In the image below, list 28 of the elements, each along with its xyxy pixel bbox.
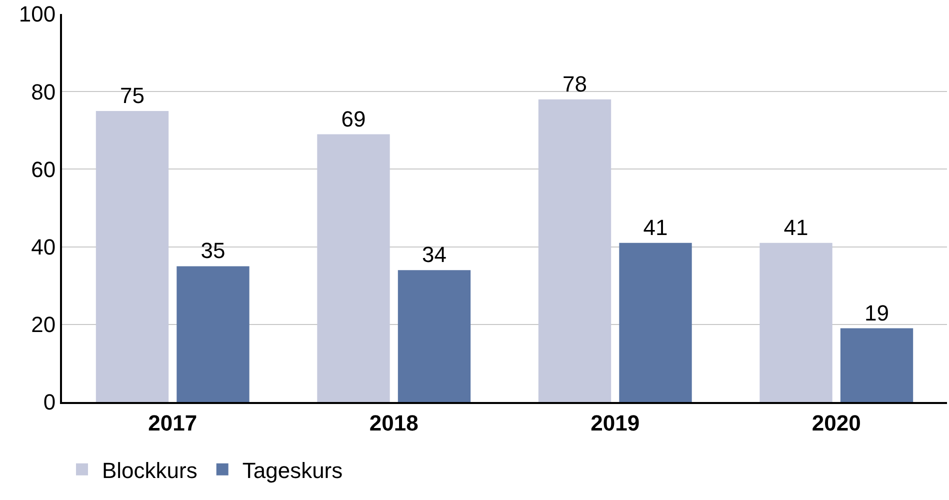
- x-tick-label: 2020: [812, 410, 861, 436]
- y-tick-label: 40: [31, 234, 56, 260]
- data-label: 19: [864, 300, 889, 326]
- data-label: 69: [341, 106, 366, 132]
- data-label: 41: [643, 214, 668, 240]
- bar: [317, 134, 390, 402]
- bar: [96, 111, 169, 402]
- x-tick-label: 2018: [369, 410, 418, 436]
- y-tick-label: 0: [43, 390, 56, 415]
- data-label: 75: [120, 83, 144, 108]
- y-tick-label: 20: [31, 312, 56, 338]
- legend-label: Blockkurs: [102, 458, 198, 483]
- bar: [619, 242, 692, 402]
- y-tick-label: 60: [31, 156, 56, 182]
- data-label: 41: [784, 214, 808, 240]
- bar: [538, 99, 612, 402]
- data-label: 35: [200, 238, 226, 264]
- bar: [840, 328, 914, 402]
- y-tick-label: 100: [18, 2, 56, 27]
- x-tick-label: 2017: [148, 410, 198, 436]
- data-label: 78: [562, 71, 587, 96]
- bar: [398, 270, 471, 402]
- x-tick-label: 2019: [590, 410, 640, 436]
- bar: [176, 266, 250, 402]
- data-label: 34: [422, 242, 446, 268]
- bar: [760, 242, 832, 402]
- y-tick-label: 80: [31, 79, 56, 104]
- legend-label: Tageskurs: [242, 458, 343, 483]
